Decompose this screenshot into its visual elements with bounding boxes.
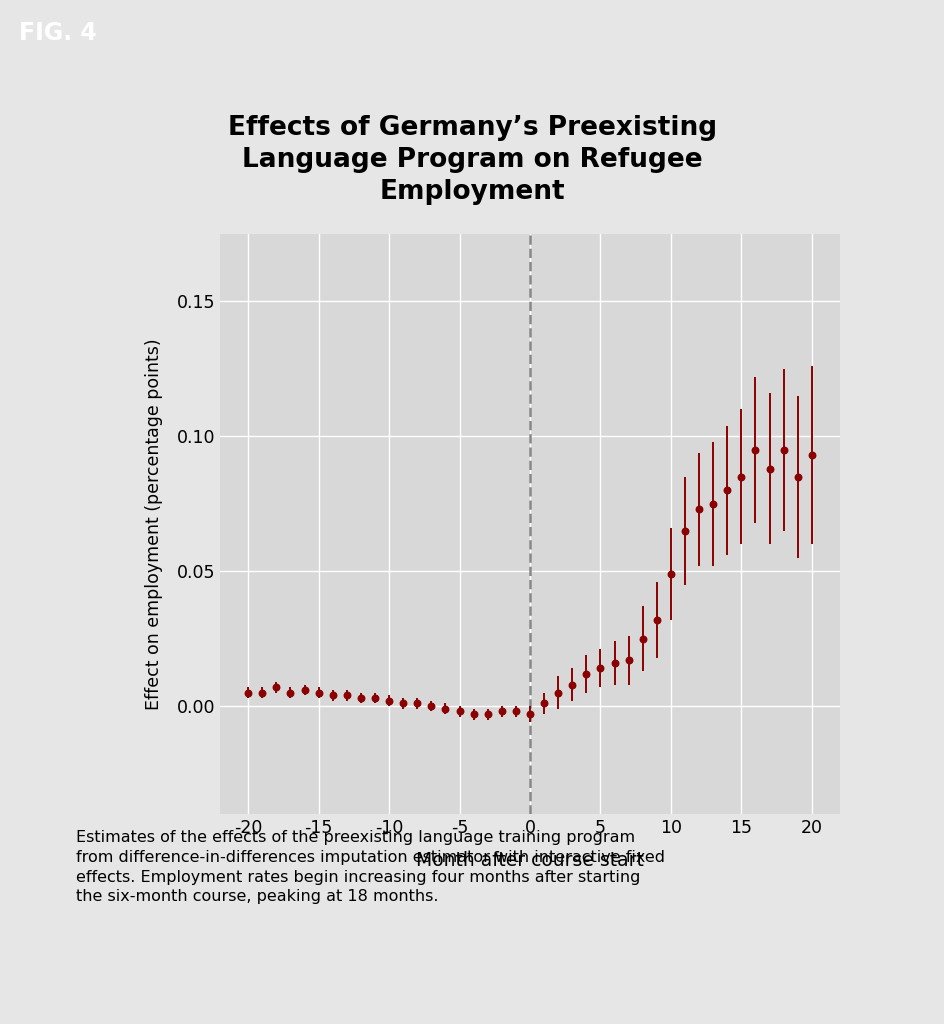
Point [592,660,607,677]
Point [396,695,411,712]
Point [606,654,621,671]
Point [282,684,297,700]
Point [437,700,452,717]
X-axis label: Month after course start: Month after course start [415,851,643,869]
Point [451,703,466,720]
Point [522,706,537,722]
Point [508,703,523,720]
Point [649,611,664,628]
Point [339,687,354,703]
Point [620,652,635,669]
Point [465,706,480,722]
Point [733,469,749,485]
Point [578,666,593,682]
Point [410,695,425,712]
Point [255,684,270,700]
Text: Effects of Germany’s Preexisting
Language Program on Refugee
Employment: Effects of Germany’s Preexisting Languag… [228,115,716,205]
Text: FIG. 4: FIG. 4 [19,22,96,45]
Point [536,695,551,712]
Point [296,682,312,698]
Point [550,684,565,700]
Point [677,522,692,539]
Point [268,679,283,695]
Point [381,692,396,709]
Point [423,698,438,715]
Point [325,687,340,703]
Point [789,469,804,485]
Point [761,461,776,477]
Point [241,684,256,700]
Point [311,684,326,700]
Y-axis label: Effect on employment (percentage points): Effect on employment (percentage points) [144,338,162,710]
Point [663,565,678,582]
Point [691,501,706,517]
Point [480,706,495,722]
Point [367,690,382,707]
Point [705,496,720,512]
Point [494,703,509,720]
Text: Estimates of the effects of the preexisting language training program
from diffe: Estimates of the effects of the preexist… [76,830,664,904]
Point [803,447,818,464]
Point [565,676,580,692]
Point [634,631,649,647]
Point [747,441,762,458]
Point [775,441,790,458]
Point [353,690,368,707]
Point [719,482,734,499]
